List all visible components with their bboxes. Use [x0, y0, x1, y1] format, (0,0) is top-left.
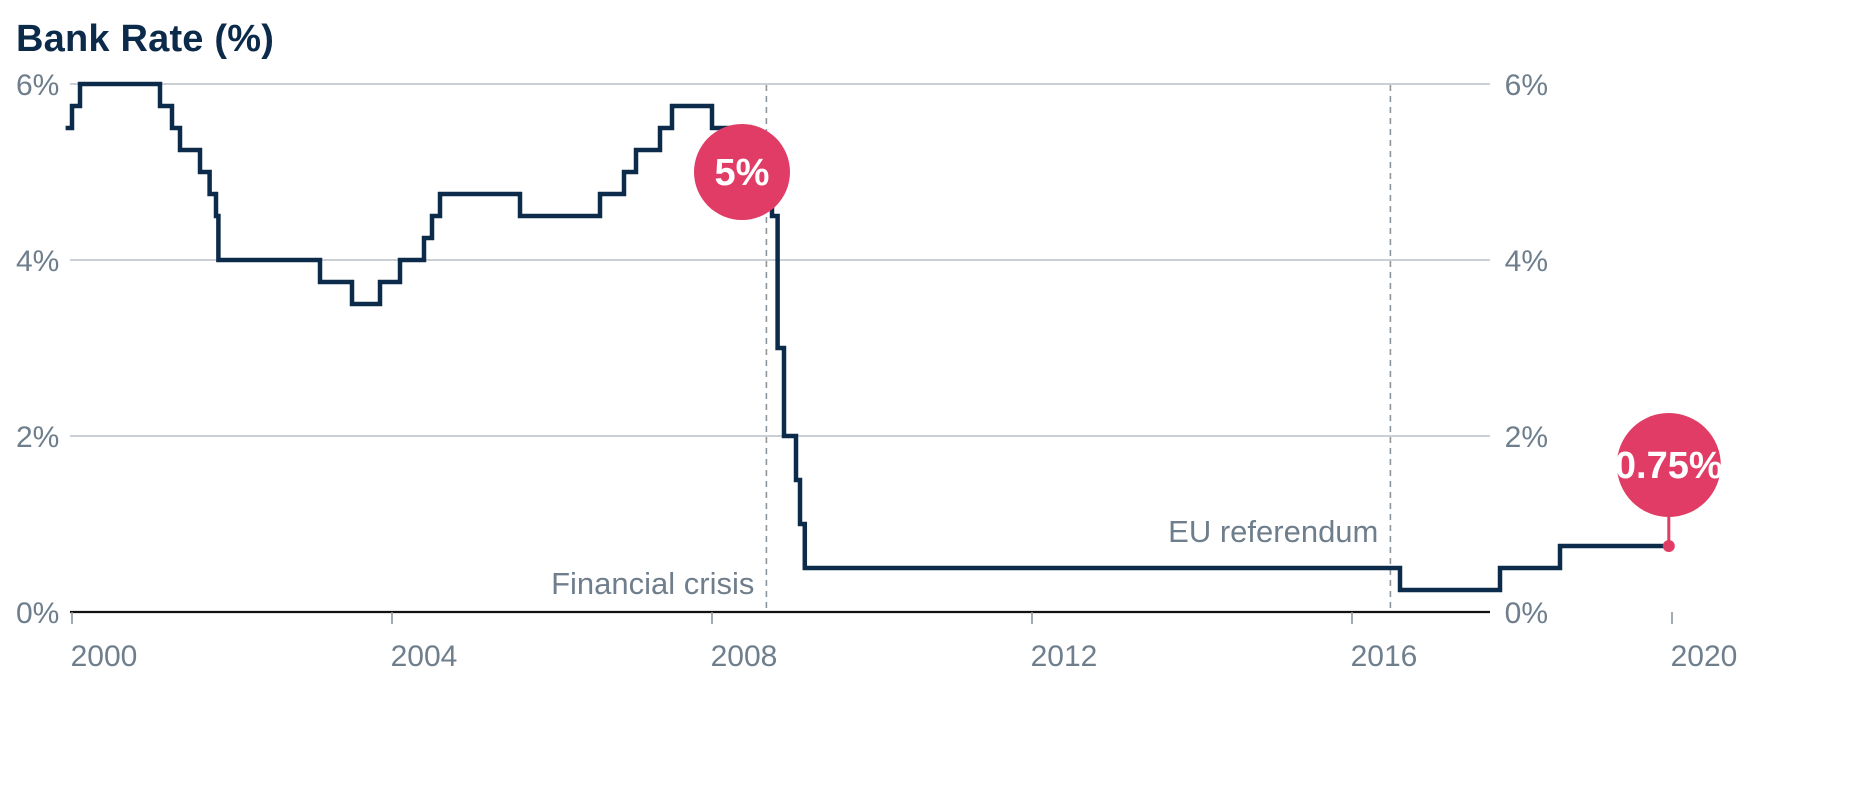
callout-point: [1662, 540, 1675, 552]
x-tick-label: 2004: [391, 640, 458, 673]
chart-title: Bank Rate (%): [16, 18, 275, 60]
y-tick-label-right: 2%: [1505, 421, 1548, 454]
x-tick-label: 2012: [1031, 640, 1098, 673]
y-tick-label-right: 6%: [1505, 69, 1548, 102]
x-tick-label: 2016: [1351, 640, 1418, 673]
y-tick-label-left: 6%: [16, 69, 59, 102]
callout-label: 5%: [715, 152, 770, 194]
x-axis: 2000 2004 2008 2012 2016 2020: [70, 610, 1738, 673]
callout-bubble: [694, 124, 790, 220]
x-tick-label: 2000: [71, 640, 138, 673]
x-tick-label: 2020: [1671, 640, 1738, 673]
x-tick-label: 2008: [711, 640, 778, 673]
series-group: [65, 81, 1669, 593]
event-markers: Financial crisis EU referendum: [551, 85, 1392, 612]
callout-bubble: [1616, 413, 1721, 517]
y-tick-label-left: 0%: [16, 597, 59, 630]
y-axis-ticks: 0% 0% 2% 2% 4% 4% 6% 6%: [16, 69, 1548, 630]
y-tick-label-left: 4%: [16, 245, 59, 278]
event-label: EU referendum: [1168, 514, 1378, 549]
callout-label: 0.75%: [1615, 445, 1723, 487]
y-tick-label-left: 2%: [16, 421, 59, 454]
callouts: 5% 0.75%: [694, 124, 1723, 552]
event-label: Financial crisis: [551, 566, 754, 601]
y-tick-label-right: 0%: [1505, 597, 1548, 630]
y-tick-label-right: 4%: [1505, 245, 1548, 278]
series-line: [65, 81, 1669, 593]
